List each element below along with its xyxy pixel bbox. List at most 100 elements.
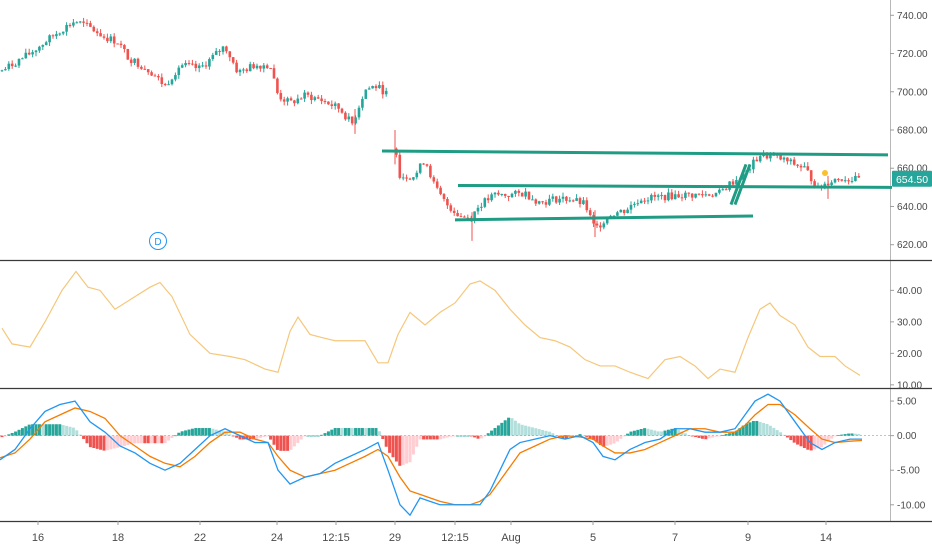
macd-histogram-bar (133, 435, 137, 444)
candle-body (646, 200, 650, 202)
candle-body (466, 217, 470, 219)
macd-histogram-bar (717, 435, 721, 437)
macd-histogram-bar (500, 422, 504, 436)
macd-histogram-bar (592, 435, 596, 440)
candle-body (633, 203, 636, 205)
candle-body (41, 45, 45, 47)
macd-histogram-bar (391, 435, 395, 458)
macd-histogram-bar (71, 427, 75, 436)
macd-histogram-bar (422, 435, 426, 440)
macd-histogram-bar (445, 435, 449, 438)
macd-histogram-bar (490, 430, 494, 436)
macd-histogram-bar (34, 424, 38, 436)
y-tick-label: 640.00 (897, 202, 928, 213)
macd-histogram-bar (541, 429, 545, 436)
macd-histogram-bar (139, 435, 143, 444)
oscillator-line (1, 270, 861, 380)
candle-body (68, 24, 72, 26)
candle-body (527, 191, 531, 200)
macd-histogram-bar (374, 428, 378, 436)
candle-body (357, 107, 361, 118)
candle-body (265, 65, 269, 69)
macd-histogram-bar (17, 429, 21, 436)
candle-body (843, 180, 847, 182)
macd-histogram-bar (306, 435, 310, 437)
macd-histogram-bar (765, 423, 769, 436)
macd-histogram-bar (711, 435, 715, 438)
candle-body (296, 98, 300, 104)
candle-body (748, 169, 752, 171)
candle-body (48, 35, 51, 43)
macd-histogram-bar (697, 435, 701, 438)
candle-body (276, 78, 279, 94)
candle-body (38, 46, 41, 51)
candle-body (58, 33, 62, 35)
candle-body (316, 97, 320, 99)
macd-histogram-bar (527, 426, 531, 436)
macd-histogram-bar (721, 434, 725, 436)
candle-body (378, 85, 381, 89)
dividend-marker-icon[interactable] (149, 232, 167, 250)
macd-histogram-bar (649, 429, 653, 436)
candle-body (585, 200, 589, 211)
candle-body (126, 49, 130, 60)
candle-body (507, 195, 510, 197)
macd-histogram-bar (292, 435, 296, 447)
candle-body (667, 192, 670, 201)
candle-body (711, 195, 714, 197)
candle-body (602, 223, 606, 228)
macd-signal-line (0, 403, 863, 506)
macd-histogram-bar (683, 433, 687, 436)
candle-body (554, 196, 558, 203)
candle-body (140, 66, 143, 69)
candle-body (786, 157, 789, 162)
x-tick-label: 16 (32, 532, 44, 544)
candle-body (639, 200, 643, 204)
macd-histogram-bar (843, 434, 847, 436)
candle-body (381, 85, 385, 95)
macd-histogram-bar (806, 435, 810, 450)
candle-body (89, 23, 92, 27)
trendline (457, 183, 893, 189)
macd-histogram-bar (558, 435, 562, 437)
candle-body (231, 57, 235, 63)
candle-body (568, 200, 572, 202)
macd-histogram-bar (269, 435, 273, 440)
macd-histogram-bar (452, 435, 456, 437)
macd-histogram-bar (88, 435, 92, 448)
candle-body (605, 217, 609, 224)
candle-body (82, 21, 85, 23)
macd-histogram-bar (670, 428, 674, 436)
candle-body (191, 63, 194, 65)
candle-body (432, 177, 436, 182)
candle-body (493, 192, 497, 195)
candle-body (361, 98, 364, 108)
macd-histogram-bar (853, 433, 857, 436)
candle-body (721, 189, 725, 191)
macd-histogram-bar (102, 435, 106, 451)
candle-body (405, 177, 408, 179)
candle-body (14, 65, 17, 67)
candle-body (629, 204, 633, 210)
candle-body (480, 206, 483, 208)
macd-histogram-bar (238, 435, 242, 440)
x-tick-label: 22 (194, 532, 206, 544)
macd-histogram-bar (476, 435, 480, 439)
candle-body (242, 69, 245, 71)
macd-histogram-bar (602, 435, 606, 447)
y-tick-label: 740.00 (897, 11, 928, 22)
macd-histogram-bar (3, 435, 7, 437)
candle-body (293, 100, 296, 104)
candle-body (446, 198, 449, 206)
macd-histogram-bar (323, 433, 327, 436)
x-tick-label: 18 (112, 532, 124, 544)
macd-histogram-bar (779, 432, 783, 436)
macd-histogram-bar (483, 435, 487, 437)
candle-body (575, 198, 578, 201)
candle-body (578, 198, 582, 205)
macd-histogram-bar (816, 435, 820, 449)
macd-histogram-bar (561, 435, 565, 439)
candle-body (442, 194, 446, 199)
macd-histogram-bar (320, 434, 324, 436)
candle-body (452, 210, 456, 213)
